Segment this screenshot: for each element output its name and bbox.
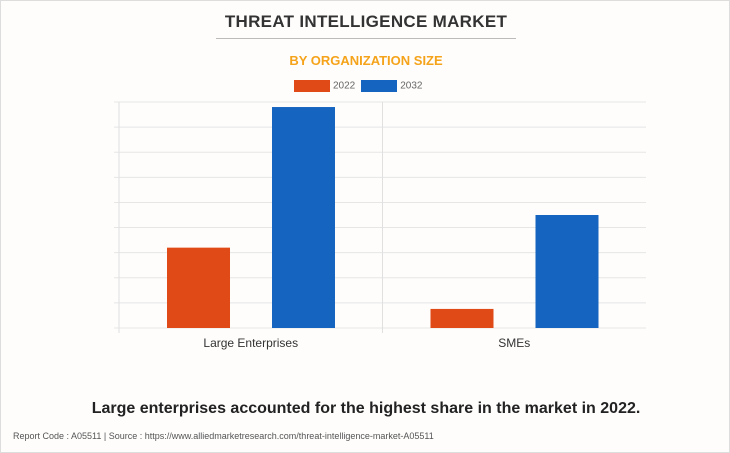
legend-swatch <box>361 80 398 92</box>
x-tick-label: SMEs <box>498 336 530 350</box>
legend-item-2022[interactable]: 2022 <box>294 80 355 92</box>
bar-2032-smes <box>535 215 599 328</box>
bar-2032-large-enterprises <box>272 107 335 329</box>
legend-item-2032[interactable]: 2032 <box>361 80 423 92</box>
chart-title: THREAT INTELLIGENCE MARKET <box>224 12 508 31</box>
caption: Large enterprises accounted for the high… <box>91 400 641 417</box>
bar-2022-large-enterprises <box>167 247 230 328</box>
legend-swatch <box>294 80 330 92</box>
x-tick-label: Large Enterprises <box>203 336 298 350</box>
legend: 2022 2032 <box>294 80 423 92</box>
bar-2022-smes <box>430 308 494 328</box>
title-divider <box>216 38 516 39</box>
chart-subtitle: BY ORGANIZATION SIZE <box>289 53 443 68</box>
legend-label: 2022 <box>333 80 356 92</box>
legend-label: 2032 <box>400 80 423 92</box>
footer-source: Report Code : A05511 | Source : https://… <box>13 431 434 441</box>
